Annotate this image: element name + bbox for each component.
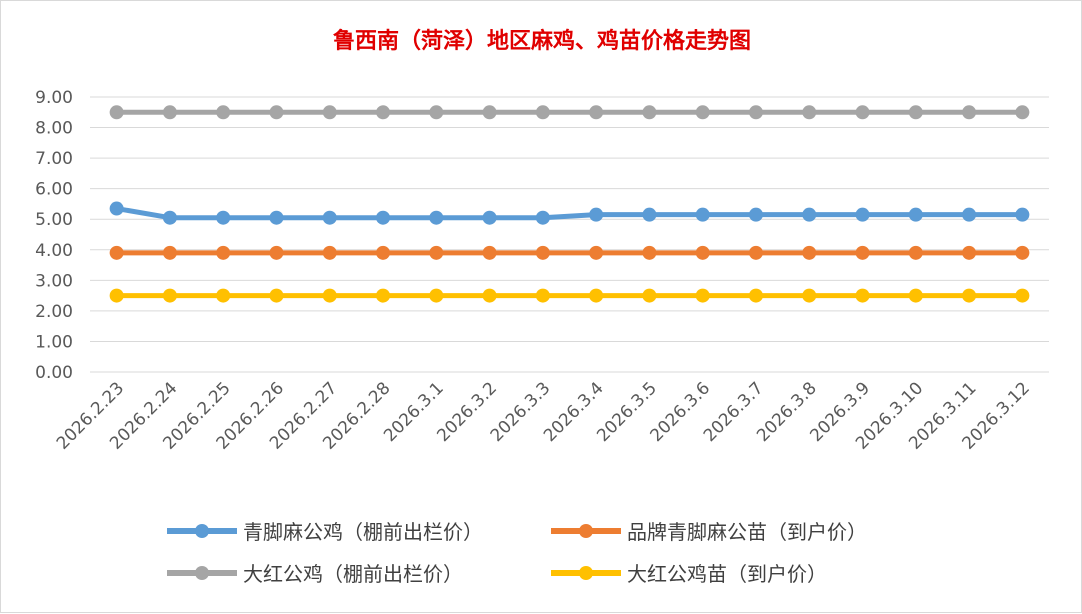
data-point-2 <box>216 105 231 120</box>
data-point-3 <box>908 288 923 303</box>
data-point-3 <box>748 288 763 303</box>
legend-swatch <box>551 521 621 541</box>
data-point-0 <box>162 210 177 225</box>
data-point-2 <box>962 105 977 120</box>
data-point-0 <box>535 210 550 225</box>
data-point-0 <box>1015 207 1030 222</box>
data-point-1 <box>216 245 231 260</box>
data-point-0 <box>962 207 977 222</box>
data-point-3 <box>162 288 177 303</box>
data-point-3 <box>322 288 337 303</box>
legend-item-3: 大红公鸡苗（到户价） <box>551 558 827 587</box>
data-point-1 <box>482 245 497 260</box>
data-point-1 <box>269 245 284 260</box>
data-point-2 <box>589 105 604 120</box>
legend-label: 品牌青脚麻公苗（到户价） <box>627 520 867 544</box>
data-point-0 <box>642 207 657 222</box>
data-point-0 <box>855 207 870 222</box>
data-point-3 <box>802 288 817 303</box>
data-point-1 <box>748 245 763 260</box>
data-point-3 <box>962 288 977 303</box>
data-point-3 <box>109 288 124 303</box>
data-point-0 <box>269 210 284 225</box>
y-tick-label: 9.00 <box>35 88 73 108</box>
data-point-1 <box>535 245 550 260</box>
data-point-2 <box>535 105 550 120</box>
data-point-3 <box>855 288 870 303</box>
legend-label: 大红公鸡（棚前出栏价） <box>243 562 463 586</box>
data-point-1 <box>162 245 177 260</box>
data-point-2 <box>322 105 337 120</box>
chart-title: 鲁西南（菏泽）地区麻鸡、鸡苗价格走势图 <box>332 28 751 54</box>
data-point-0 <box>429 210 444 225</box>
data-point-3 <box>589 288 604 303</box>
data-point-2 <box>908 105 923 120</box>
data-point-2 <box>695 105 710 120</box>
data-point-1 <box>855 245 870 260</box>
data-point-1 <box>322 245 337 260</box>
y-tick-label: 1.00 <box>35 332 73 352</box>
data-point-3 <box>482 288 497 303</box>
data-point-3 <box>535 288 550 303</box>
data-point-0 <box>322 210 337 225</box>
data-point-2 <box>429 105 444 120</box>
y-tick-label: 0.00 <box>35 363 73 383</box>
legend-swatch <box>167 563 237 583</box>
data-point-0 <box>908 207 923 222</box>
data-point-0 <box>482 210 497 225</box>
data-point-1 <box>908 245 923 260</box>
data-point-3 <box>269 288 284 303</box>
data-point-0 <box>109 201 124 216</box>
data-point-0 <box>589 207 604 222</box>
data-point-0 <box>695 207 710 222</box>
data-point-0 <box>748 207 763 222</box>
data-point-2 <box>1015 105 1030 120</box>
data-point-3 <box>642 288 657 303</box>
data-point-1 <box>1015 245 1030 260</box>
data-point-3 <box>695 288 710 303</box>
legend-label: 青脚麻公鸡（棚前出栏价） <box>243 520 483 544</box>
data-point-2 <box>642 105 657 120</box>
y-tick-label: 3.00 <box>35 271 73 291</box>
legend-swatch <box>167 521 237 541</box>
data-point-2 <box>109 105 124 120</box>
data-point-3 <box>1015 288 1030 303</box>
data-point-0 <box>216 210 231 225</box>
data-point-2 <box>376 105 391 120</box>
y-tick-label: 8.00 <box>35 119 73 139</box>
data-point-0 <box>376 210 391 225</box>
data-point-1 <box>642 245 657 260</box>
data-point-1 <box>589 245 604 260</box>
data-point-1 <box>429 245 444 260</box>
legend-item-0: 青脚麻公鸡（棚前出栏价） <box>167 516 483 545</box>
y-tick-label: 7.00 <box>35 149 73 169</box>
y-tick-label: 4.00 <box>35 241 73 261</box>
legend-label: 大红公鸡苗（到户价） <box>627 562 827 586</box>
series-line-0 <box>116 206 1023 221</box>
data-point-1 <box>962 245 977 260</box>
data-point-2 <box>855 105 870 120</box>
y-tick-label: 5.00 <box>35 210 73 230</box>
data-point-2 <box>802 105 817 120</box>
data-point-1 <box>695 245 710 260</box>
data-point-1 <box>802 245 817 260</box>
data-point-2 <box>748 105 763 120</box>
data-point-1 <box>109 245 124 260</box>
y-tick-label: 6.00 <box>35 180 73 200</box>
y-tick-label: 2.00 <box>35 302 73 322</box>
data-point-3 <box>429 288 444 303</box>
data-point-2 <box>162 105 177 120</box>
data-point-3 <box>376 288 391 303</box>
data-point-2 <box>269 105 284 120</box>
legend-swatch <box>551 563 621 583</box>
data-point-1 <box>376 245 391 260</box>
data-point-2 <box>482 105 497 120</box>
legend-item-2: 大红公鸡（棚前出栏价） <box>167 558 463 587</box>
data-point-0 <box>802 207 817 222</box>
legend-item-1: 品牌青脚麻公苗（到户价） <box>551 516 867 545</box>
data-point-3 <box>216 288 231 303</box>
